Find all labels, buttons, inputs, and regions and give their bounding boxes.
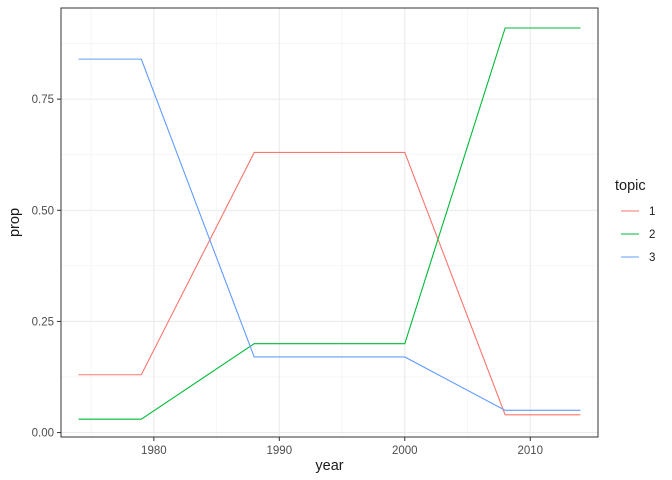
y-tick-label: 0.00 <box>32 428 54 440</box>
y-axis-title: prop <box>7 208 23 237</box>
x-tick-label: 2010 <box>517 445 543 457</box>
minor-gridlines <box>61 8 598 437</box>
legend-title: topic <box>615 178 646 194</box>
axis-ticks: 1980 1990 2000 2010 0.00 0.25 0.50 0.75 <box>32 94 543 457</box>
legend-label-topic-3: 3 <box>649 252 655 264</box>
x-tick-label: 1980 <box>141 445 167 457</box>
x-tick-label: 2000 <box>392 445 418 457</box>
x-axis-title: year <box>315 458 343 474</box>
y-tick-label: 0.50 <box>32 205 54 217</box>
major-gridlines <box>61 8 598 437</box>
legend-label-topic-1: 1 <box>649 206 655 218</box>
series-line-topic-1 <box>78 151 581 416</box>
series-line-topic-2 <box>78 27 581 420</box>
panel-border <box>60 7 599 438</box>
series-lines <box>78 27 581 420</box>
x-tick-label: 1990 <box>267 445 293 457</box>
y-tick-label: 0.75 <box>32 94 54 106</box>
y-tick-label: 0.25 <box>32 316 54 328</box>
legend-label-topic-2: 2 <box>649 229 655 241</box>
legend: topic 1 2 3 <box>615 178 655 264</box>
series-line-topic-3 <box>78 58 581 411</box>
